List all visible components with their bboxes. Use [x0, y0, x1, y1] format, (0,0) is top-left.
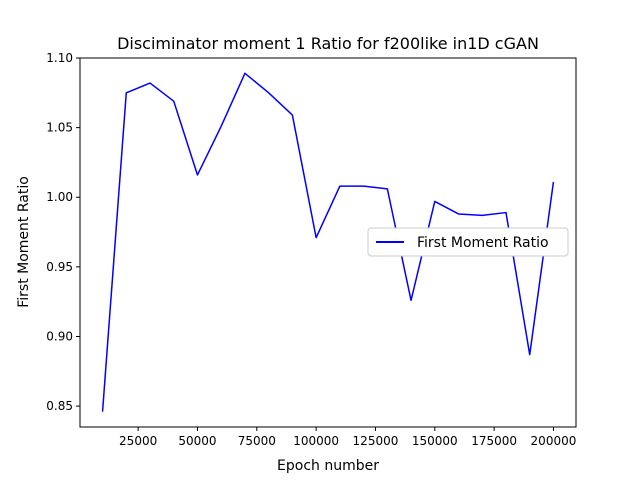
- x-tick-label: 200000: [531, 434, 577, 448]
- x-tick-label: 25000: [119, 434, 157, 448]
- x-tick-label: 50000: [178, 434, 216, 448]
- x-tick-label: 175000: [471, 434, 517, 448]
- y-tick-label: 0.85: [46, 399, 73, 413]
- x-tick-label: 100000: [293, 434, 339, 448]
- x-tick-label: 75000: [238, 434, 276, 448]
- y-tick-label: 1.10: [46, 51, 73, 65]
- y-tick-label: 0.90: [46, 329, 73, 343]
- y-tick-label: 0.95: [46, 260, 73, 274]
- plot-frame: [79, 57, 577, 428]
- x-tick-label: 150000: [412, 434, 458, 448]
- chart-title: Disciminator moment 1 Ratio for f200like…: [117, 34, 539, 53]
- y-axis-ticks: 0.85 0.90 0.95 1.00 1.05 1.10: [46, 51, 80, 413]
- y-tick-label: 1.05: [46, 121, 73, 135]
- legend-box: [367, 227, 569, 257]
- x-axis-label: Epoch number: [277, 458, 379, 474]
- series-line: [101, 72, 555, 412]
- legend: First Moment Ratio: [367, 227, 569, 257]
- y-tick-label: 1.00: [46, 190, 73, 204]
- x-tick-label: 125000: [353, 434, 399, 448]
- x-axis-ticks: 25000 50000 75000 100000 125000 150000 175000 2…: [119, 427, 576, 448]
- series-layer: [101, 72, 555, 412]
- y-axis-label: First Moment Ratio: [16, 176, 32, 308]
- legend-label: First Moment Ratio: [417, 235, 549, 251]
